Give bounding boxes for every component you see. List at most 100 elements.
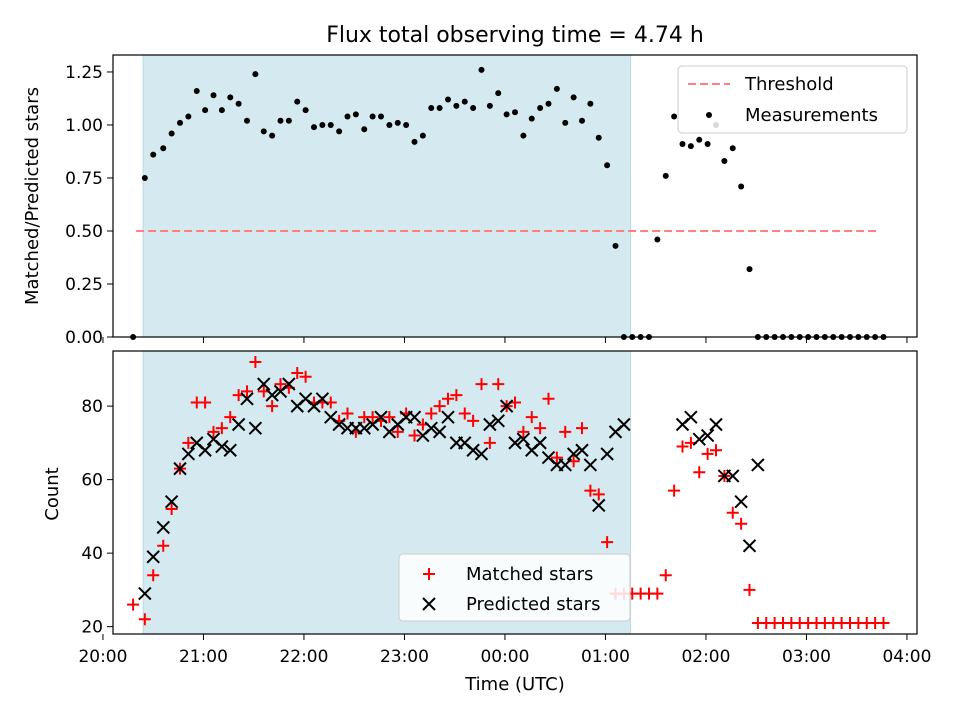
predicted-point <box>156 520 170 535</box>
legend-box <box>398 553 631 622</box>
measurement-point <box>150 151 157 158</box>
matched-point <box>492 378 505 391</box>
matched-point <box>542 392 555 405</box>
measurement-point <box>453 102 460 109</box>
measurement-point <box>478 66 485 73</box>
chart-title: Flux total observing time = 4.74 h <box>326 23 704 48</box>
measurement-point <box>562 119 569 126</box>
matched-point <box>668 484 681 497</box>
measurement-point <box>738 183 745 190</box>
predicted-point <box>424 421 438 435</box>
panel-count: 20 40 60 80 20:00 21:00 22:00 23:00 00:00 01:00 02… <box>78 350 931 667</box>
predicted-point <box>466 443 480 457</box>
measurement-point <box>185 113 192 120</box>
measurement-point <box>252 71 259 78</box>
matched-point <box>743 583 756 596</box>
x-tick-label: 22:00 <box>279 647 328 667</box>
measurement-point <box>512 109 518 116</box>
predicted-point <box>566 447 581 461</box>
matched-point <box>266 400 279 413</box>
measurement-point <box>587 100 594 107</box>
predicted-point <box>734 494 748 509</box>
predicted-point <box>240 392 254 406</box>
predicted-point <box>692 432 706 446</box>
legend-matched-swatch <box>423 568 435 580</box>
predicted-point <box>575 443 589 457</box>
measurement-point <box>470 105 477 112</box>
predicted-point <box>583 458 598 472</box>
predicted-point <box>357 421 371 435</box>
predicted-point <box>499 399 514 413</box>
matched-point <box>425 407 438 420</box>
matched-point <box>138 613 151 626</box>
measurement-point <box>319 121 326 128</box>
measurement-point <box>378 113 384 120</box>
measurement-point <box>662 172 669 179</box>
measurement-point <box>403 121 410 128</box>
predicted-point <box>491 414 505 428</box>
matched-point <box>341 407 354 420</box>
measurement-point <box>227 94 234 101</box>
matched-point <box>877 616 890 629</box>
measurement-point <box>428 105 435 112</box>
matched-point <box>584 484 597 497</box>
measurement-point <box>687 143 694 150</box>
matched-point <box>291 367 304 380</box>
measurement-point <box>160 145 167 152</box>
measurement-point <box>495 90 502 97</box>
measurement-point <box>269 132 276 139</box>
matched-point <box>676 440 689 453</box>
predicted-point <box>248 421 263 435</box>
measurement-point <box>411 138 418 145</box>
matched-point <box>701 447 714 460</box>
matched-point <box>458 407 471 420</box>
matched-point <box>215 422 228 435</box>
measurement-point <box>361 126 368 133</box>
matched-point <box>450 389 463 402</box>
matched-point <box>534 422 547 435</box>
predicted-point <box>332 417 346 432</box>
x-tick-label: 02:00 <box>681 647 730 667</box>
measurement-point <box>302 107 309 114</box>
predicted-point <box>198 443 212 457</box>
measurement-point <box>260 128 267 135</box>
legend-matched-label: Matched stars <box>466 564 593 585</box>
y-tick-label: 0.00 <box>65 328 103 348</box>
measurement-point <box>294 98 301 105</box>
matched-point <box>147 569 160 582</box>
matched-point <box>442 392 454 405</box>
predicted-point <box>558 458 572 472</box>
predicted-point <box>257 377 271 391</box>
matched-point <box>249 356 262 369</box>
y-tick-label: 1.25 <box>65 63 103 83</box>
x-tick-label: 21:00 <box>179 647 228 667</box>
matched-point <box>274 378 287 391</box>
matched-point <box>726 506 739 519</box>
measurement-point <box>386 121 393 128</box>
measurement-point <box>218 107 225 114</box>
observing-span <box>143 55 631 337</box>
y-tick-label: 0.25 <box>65 275 103 295</box>
x-tick-label: 03:00 <box>782 647 831 667</box>
predicted-point <box>374 410 388 424</box>
measurement-point <box>545 100 552 107</box>
matched-point <box>467 414 480 427</box>
measurement-point <box>394 119 401 126</box>
measurement-point <box>244 117 250 124</box>
matched-point <box>366 411 379 424</box>
matched-point <box>224 411 237 424</box>
measurement-point <box>327 121 334 128</box>
matched-point <box>199 396 212 409</box>
x-tick-label: 23:00 <box>380 647 429 667</box>
matched-point <box>517 425 530 438</box>
measurement-point <box>285 117 292 124</box>
predicted-point <box>474 447 489 461</box>
predicted-point <box>617 417 631 432</box>
measurement-point <box>503 111 510 118</box>
matched-point <box>408 429 421 442</box>
measurement-point <box>486 102 493 109</box>
matched-point <box>550 451 563 464</box>
measurement-point <box>696 136 703 143</box>
matched-point <box>391 425 404 438</box>
